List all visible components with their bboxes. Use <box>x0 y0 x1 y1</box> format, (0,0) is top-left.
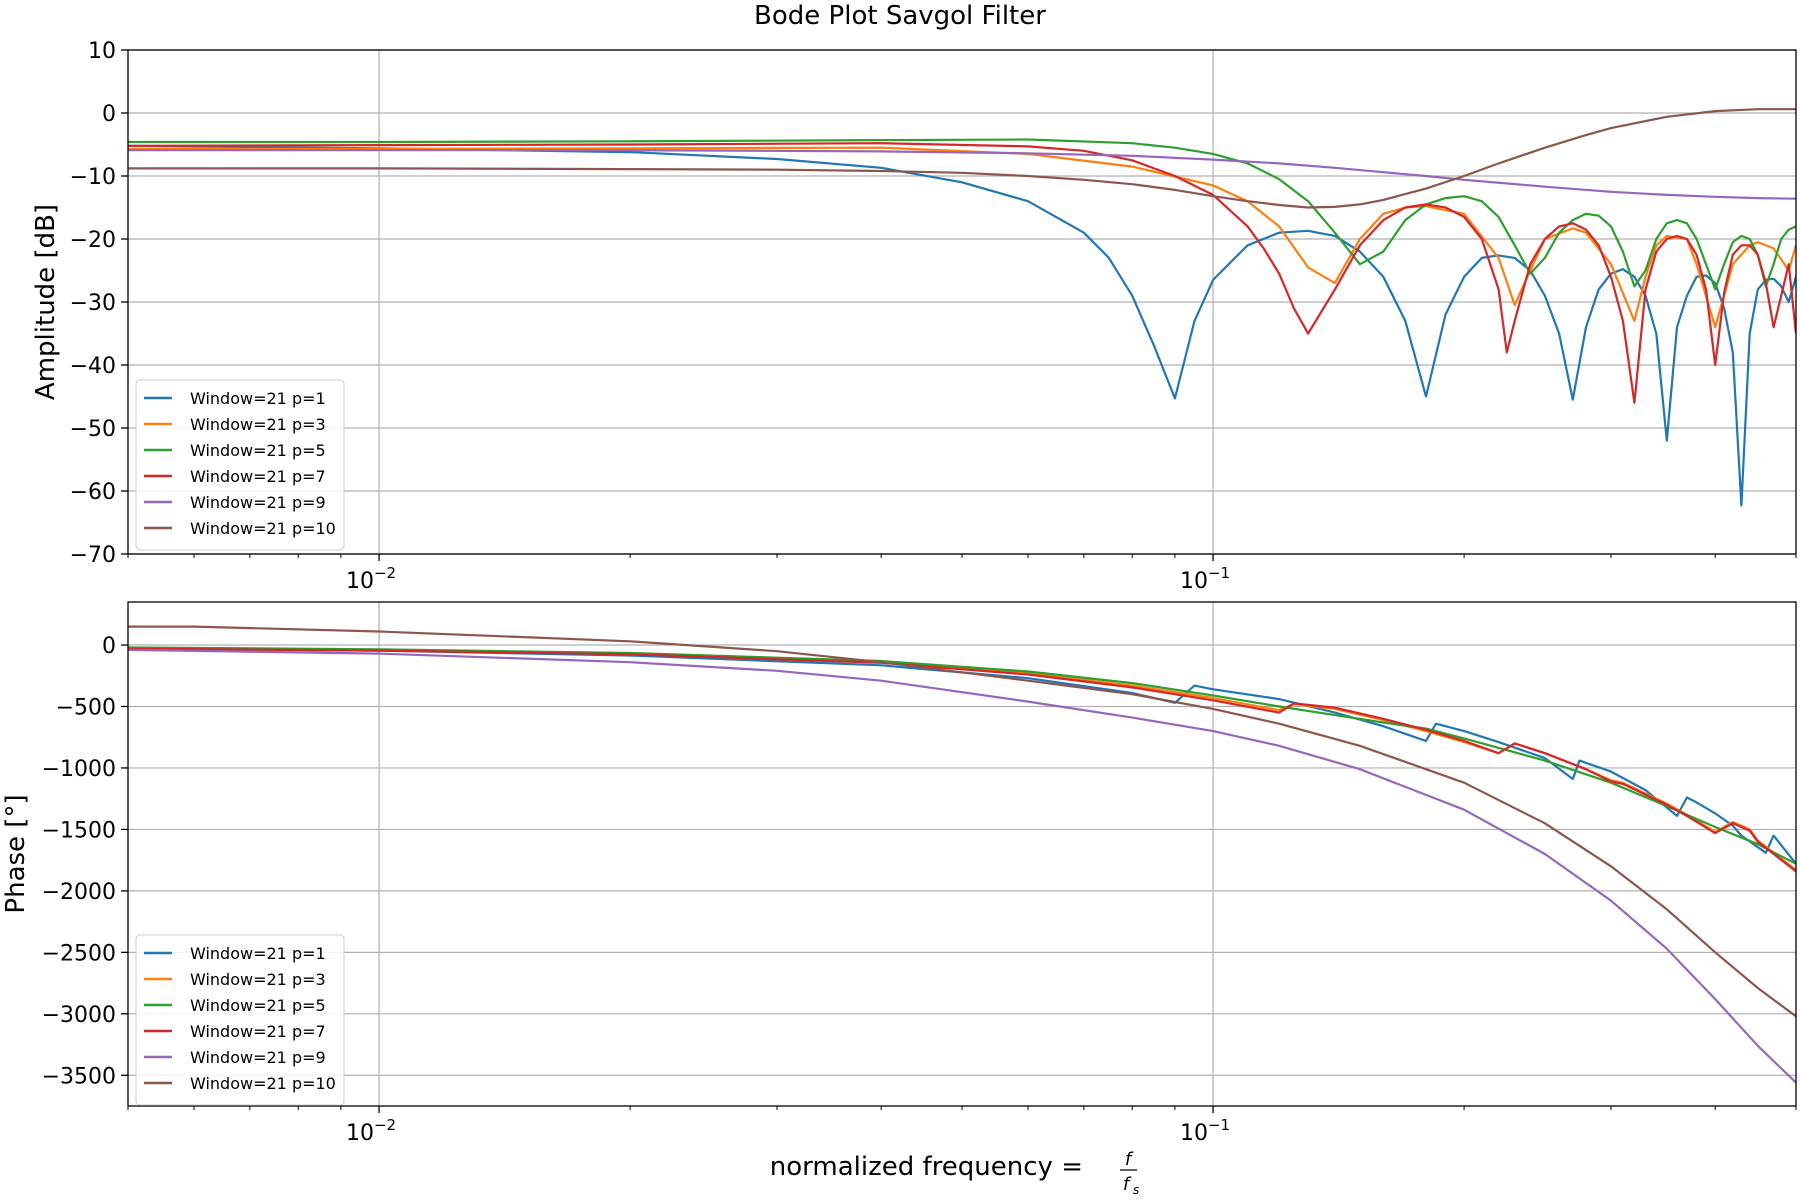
legend-label-p0: Window=21 p=1 <box>190 389 326 408</box>
series-group <box>128 108 1796 507</box>
legend-label-p2: Window=21 p=5 <box>190 441 326 460</box>
y-tick-label: 0 <box>102 634 116 659</box>
y-tick-label: −60 <box>70 480 116 505</box>
legend-box <box>135 379 345 551</box>
legend-label-p2: Window=21 p=5 <box>190 996 326 1015</box>
series-line-p3 <box>128 142 1796 404</box>
x-axis-label: normalized frequency = f f s <box>770 1149 1139 1197</box>
y-tick-label: −20 <box>70 228 116 253</box>
series-line-p2 <box>128 646 1796 865</box>
series-line-p0 <box>128 144 1796 507</box>
y-tick-label: −30 <box>70 291 116 316</box>
x-tick-label: 10−1 <box>1180 564 1230 594</box>
series-line-p4 <box>128 149 1796 200</box>
series-line-p3 <box>128 647 1796 873</box>
y-axis-label: Amplitude [dB] <box>31 204 61 400</box>
x-axis-label-numerator: f <box>1125 1149 1134 1170</box>
series-line-p5 <box>128 108 1796 209</box>
x-axis-label-prefix: normalized frequency = <box>770 1152 1083 1182</box>
y-axis-label: Phase [°] <box>1 794 31 913</box>
legend-label-p5: Window=21 p=10 <box>190 1074 336 1093</box>
series-line-p0 <box>128 647 1796 865</box>
x-axis-label-denominator-sub: s <box>1133 1183 1139 1197</box>
legend-label-p0: Window=21 p=1 <box>190 944 326 963</box>
legend-label-p3: Window=21 p=7 <box>190 1022 326 1041</box>
legend-label-p4: Window=21 p=9 <box>190 1048 326 1067</box>
series-line-p1 <box>128 146 1796 329</box>
amplitude-axes: 10 0 −10 −20 −30 −40 −50 −60 −70 10−2 10−1 Amplitud… <box>31 39 1797 594</box>
x-tick-label: 10−2 <box>346 1116 396 1146</box>
y-tick-label: −3000 <box>42 1003 116 1028</box>
y-tick-label: −1500 <box>42 818 116 843</box>
y-tick-label: −2500 <box>42 941 116 966</box>
y-tick-label: 10 <box>88 39 116 64</box>
x-axis-label-denominator: f <box>1123 1174 1132 1195</box>
y-tick-label: −3500 <box>42 1064 116 1089</box>
legend-label-p5: Window=21 p=10 <box>190 519 336 538</box>
y-tick-label: −40 <box>70 354 116 379</box>
x-tick-label: 10−2 <box>346 564 396 594</box>
y-tick-label: −1000 <box>42 757 116 782</box>
series-line-p2 <box>128 138 1796 291</box>
series-group <box>128 625 1796 1084</box>
legend-label-p1: Window=21 p=3 <box>190 415 326 434</box>
legend: Window=21 p=1 Window=21 p=3 Window=21 p=5 W… <box>135 934 345 1106</box>
y-tick-label: −70 <box>70 543 116 568</box>
legend-label-p3: Window=21 p=7 <box>190 467 326 486</box>
y-tick-label: 0 <box>102 102 116 127</box>
legend-label-p4: Window=21 p=9 <box>190 493 326 512</box>
figure-title: Bode Plot Savgol Filter <box>754 1 1046 31</box>
legend: Window=21 p=1 Window=21 p=3 Window=21 p=5 W… <box>135 379 345 551</box>
y-tick-label: −50 <box>70 417 116 442</box>
series-line-p4 <box>128 648 1796 1084</box>
y-tick-label: −500 <box>56 695 116 720</box>
legend-box <box>135 934 345 1106</box>
y-tick-label: −2000 <box>42 880 116 905</box>
series-line-p5 <box>128 625 1796 1018</box>
y-tick-label: −10 <box>70 165 116 190</box>
phase-axes: 0 −500 −1000 −1500 −2000 −2500 −3000 −3500 10−2 1… <box>1 601 1797 1146</box>
x-tick-label: 10−1 <box>1180 1116 1230 1146</box>
legend-label-p1: Window=21 p=3 <box>190 970 326 989</box>
